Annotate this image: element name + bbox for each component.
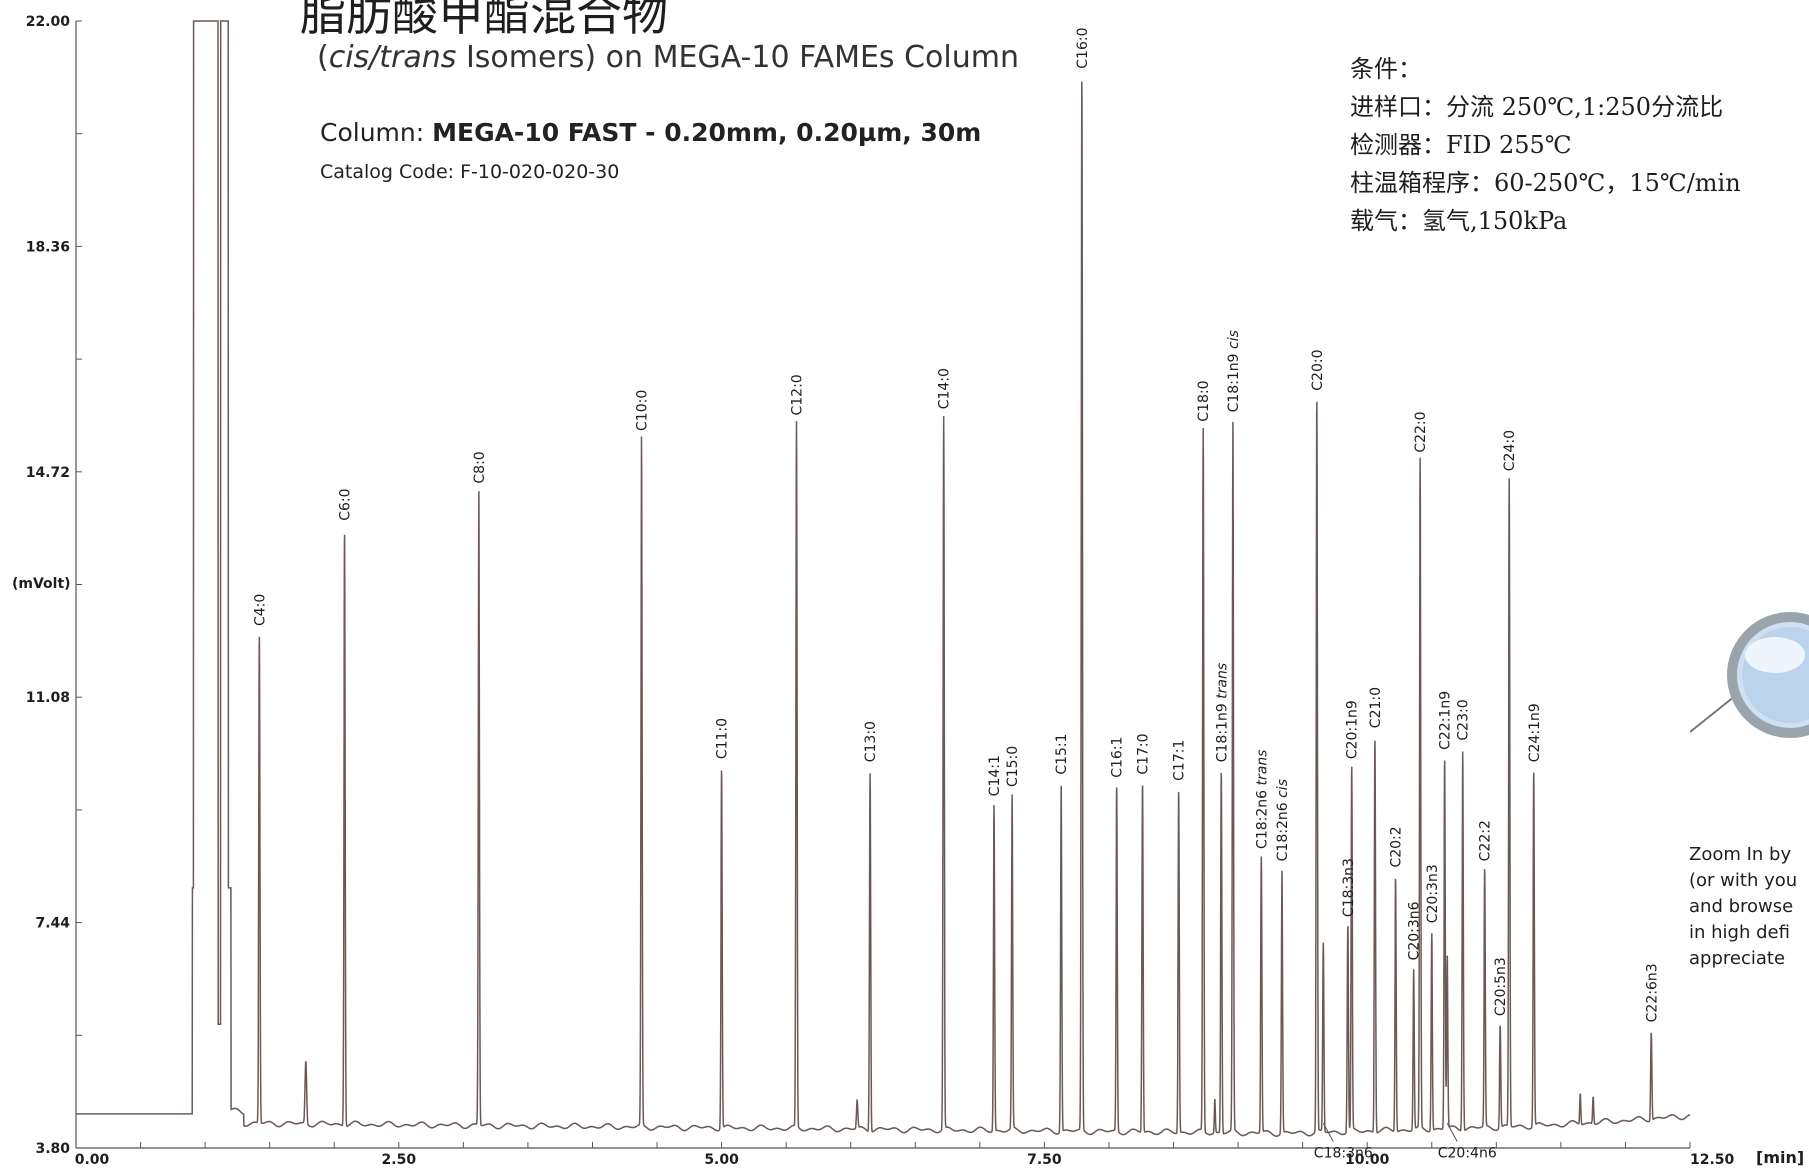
peak-label: C14:0	[937, 368, 953, 409]
peak-label: C17:0	[1136, 733, 1152, 774]
condition-inlet: 进样口：分流 250℃,1:250分流比	[1350, 93, 1724, 121]
peak-label: C22:0	[1413, 411, 1429, 452]
magnifier-icon[interactable]	[1690, 600, 1809, 740]
peak-label: C16:0	[1075, 28, 1091, 69]
y-axis-label: (mVolt)	[12, 576, 71, 592]
condition-carrier: 载气：氢气,150kPa	[1350, 207, 1568, 235]
conditions-panel: 条件： 进样口：分流 250℃,1:250分流比 检测器：FID 255℃ 柱温…	[1350, 50, 1809, 240]
x-tick-label: 12.50	[1690, 1152, 1735, 1168]
peak-label: C15:1	[1054, 733, 1070, 774]
peak-label: C17:1	[1172, 740, 1188, 781]
chart-ticks: 3.80 7.44 11.08 14.72 18.36 22.00 0.00 2.50 5.00…	[26, 14, 1735, 1168]
x-tick-label: 5.00	[704, 1152, 739, 1168]
y-tick-label: 11.08	[26, 690, 70, 706]
peak-label: C20:3n6	[1407, 901, 1423, 960]
y-tick-label: 14.72	[26, 465, 70, 481]
zoom-hint-line: (or with you	[1689, 870, 1798, 891]
zoom-hint-line: appreciate	[1689, 948, 1786, 969]
y-tick-label: 7.44	[35, 916, 70, 932]
peak-label: C8:0	[472, 451, 488, 483]
peak-label: C22:6n3	[1644, 963, 1660, 1022]
peak-label: C18:1n9 trans	[1214, 663, 1230, 762]
peak-label: C16:1	[1110, 737, 1126, 778]
peak-label: C12:0	[789, 374, 805, 415]
peak-leader-line	[1446, 1122, 1458, 1142]
peak-label: C4:0	[252, 594, 268, 626]
condition-oven: 柱温箱程序：60-250℃，15℃/min	[1350, 169, 1741, 197]
column-info: Column: MEGA-10 FAST - 0.20mm, 0.20µm, 3…	[320, 118, 982, 147]
x-tick-label: 10.00	[1345, 1152, 1390, 1168]
peak-label: C18:0	[1196, 380, 1212, 421]
peak-label: C24:1n9	[1527, 703, 1543, 762]
peak-label: C24:0	[1502, 430, 1518, 471]
y-tick-label: 22.00	[26, 14, 71, 30]
peak-label: C11:0	[715, 718, 731, 759]
zoom-hint-line: in high defi	[1689, 922, 1790, 943]
peak-label: C22:1n9	[1438, 691, 1454, 750]
peak-label: C21:0	[1368, 687, 1384, 728]
x-tick-label: 2.50	[382, 1152, 417, 1168]
peak-label: C20:3n3	[1425, 864, 1441, 923]
peak-label: C18:3n3	[1341, 858, 1357, 917]
peak-label: C13:0	[863, 721, 879, 762]
peak-labels: C4:0 C6:0 C8:0 C10:0 C11:0 C12:0 C13:0 C14:0 C14…	[252, 28, 1660, 1162]
y-tick-label: 3.80	[35, 1141, 70, 1157]
peak-label: C18:1n9 cis	[1226, 330, 1242, 412]
zoom-hint-line: Zoom In by	[1689, 844, 1792, 865]
peak-label: C10:0	[635, 390, 651, 431]
peak-leader-line	[1322, 1122, 1334, 1142]
condition-detector: 检测器：FID 255℃	[1350, 131, 1572, 159]
x-tick-label: 0.00	[75, 1152, 110, 1168]
x-tick-label: 7.50	[1027, 1152, 1062, 1168]
zoom-hint-line: and browse	[1689, 896, 1794, 917]
peak-label: C14:1	[987, 755, 1003, 796]
peak-label: C18:3n6	[1314, 1146, 1373, 1162]
conditions-heading: 条件：	[1350, 55, 1422, 83]
peak-label: C20:4n6	[1438, 1146, 1497, 1162]
peak-label: C20:2	[1389, 826, 1405, 867]
peak-label: C6:0	[338, 488, 354, 520]
peak-label: C20:5n3	[1493, 957, 1509, 1016]
peak-label: C20:0	[1310, 350, 1326, 391]
peak-label: C22:2	[1478, 820, 1494, 861]
catalog-code: Catalog Code: F-10-020-020-30	[320, 161, 620, 183]
zoom-hint: Zoom In by (or with you and browse in hi…	[1689, 842, 1809, 972]
peak-label: C15:0	[1005, 746, 1021, 787]
peak-label: C23:0	[1456, 699, 1472, 740]
y-tick-label: 18.36	[26, 239, 70, 255]
x-axis-label: [min]	[1756, 1148, 1805, 1167]
chromatogram-trace	[76, 20, 1691, 1137]
peak-label: C18:2n6 cis	[1275, 779, 1291, 861]
chart-subtitle: (cis/trans Isomers) on MEGA-10 FAMEs Col…	[317, 40, 1019, 75]
peak-label: C20:1n9	[1345, 700, 1361, 759]
chart-title: 脂肪酸甲酯混合物	[300, 0, 668, 41]
peak-label: C18:2n6 trans	[1254, 750, 1270, 849]
